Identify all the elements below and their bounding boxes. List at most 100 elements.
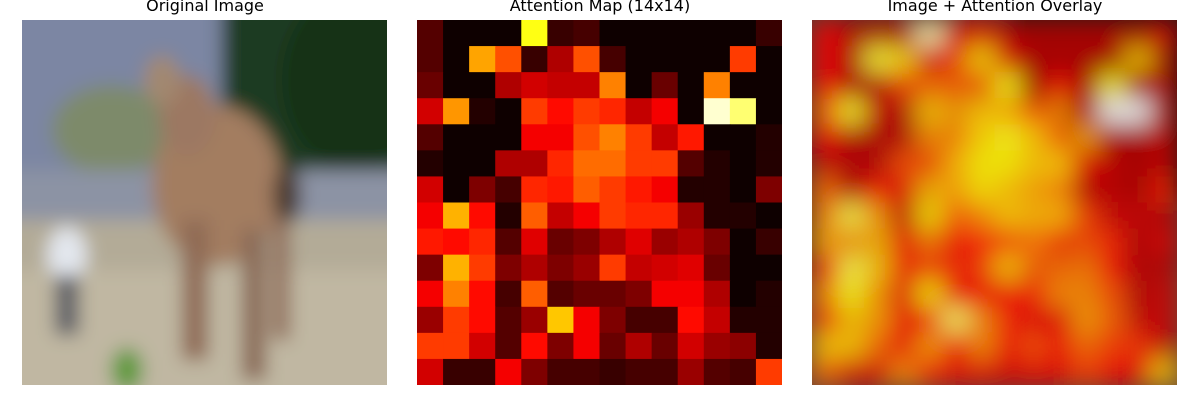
overlay-heat-cell <box>1046 46 1074 73</box>
heatmap-cell <box>729 176 757 203</box>
heatmap-cell <box>547 124 574 151</box>
overlay-heat-cell <box>1072 72 1100 99</box>
overlay-heat-cell <box>864 280 891 308</box>
overlay-heat-cell <box>968 228 995 256</box>
overlay-heat-cell <box>1124 332 1152 360</box>
heatmap-cell <box>469 358 496 385</box>
overlay-heat-cell <box>968 20 995 47</box>
heatmap-cell <box>651 20 679 47</box>
overlay-heat-cell <box>812 98 839 125</box>
overlay-heat-cell <box>1150 254 1177 282</box>
heatmap-cell <box>495 46 522 73</box>
overlay-heat-layer <box>812 20 1177 385</box>
overlay-heat-cell <box>942 150 969 177</box>
heatmap-cell <box>677 124 705 151</box>
heatmap-cell <box>443 72 470 99</box>
overlay-heat-cell <box>994 280 1022 308</box>
overlay-heat-cell <box>968 46 995 73</box>
heatmap-cell <box>443 280 470 308</box>
overlay-heat-cell <box>994 202 1022 230</box>
heatmap-cell <box>729 358 757 385</box>
overlay-heat-cell <box>1072 150 1100 177</box>
overlay-heat-cell <box>890 46 917 73</box>
panel-title-attention-map: Attention Map (14x14) <box>509 0 691 15</box>
heatmap-cell <box>729 98 757 125</box>
overlay-heat-cell <box>1098 98 1126 125</box>
overlay-heat-cell <box>838 124 865 151</box>
heatmap-cell <box>651 98 679 125</box>
overlay-heat-cell <box>916 46 943 73</box>
heatmap-cell <box>599 176 627 203</box>
overlay-heat-cell <box>968 150 995 177</box>
overlay-heat-cell <box>942 332 969 360</box>
overlay-heat-cell <box>994 124 1022 151</box>
heatmap-cell <box>703 306 731 334</box>
heatmap-cell <box>729 20 757 47</box>
overlay-heat-cell <box>864 332 891 360</box>
heatmap-cell <box>547 176 574 203</box>
overlay-heat-cell <box>968 358 995 385</box>
heatmap-cell <box>729 46 757 73</box>
heatmap-cell <box>573 20 600 47</box>
heatmap-cell <box>547 150 574 177</box>
overlay-heat-cell <box>1124 176 1152 203</box>
heatmap-cell <box>469 72 496 99</box>
overlay-heat-cell <box>864 306 891 334</box>
overlay-heat-cell <box>890 124 917 151</box>
overlay-heat-cell <box>1098 20 1126 47</box>
overlay-heat-cell <box>1150 306 1177 334</box>
overlay-heat-cell <box>1124 20 1152 47</box>
heatmap-cell <box>547 358 574 385</box>
heatmap-cell <box>755 254 782 282</box>
heatmap-cell <box>417 98 444 125</box>
heatmap-cell <box>599 332 627 360</box>
heatmap-cell <box>443 176 470 203</box>
overlay-heat-cell <box>838 150 865 177</box>
heatmap-cell <box>521 280 548 308</box>
heatmap-cell <box>495 358 522 385</box>
overlay-heat-cell <box>994 20 1022 47</box>
heatmap-cell <box>651 176 679 203</box>
overlay-heat-cell <box>916 280 943 308</box>
overlay-heat-cell <box>1046 254 1074 282</box>
overlay-heat-cell <box>942 72 969 99</box>
heatmap-cell <box>677 20 705 47</box>
heatmap-cell <box>703 20 731 47</box>
heatmap-cell <box>625 332 653 360</box>
overlay-heat-cell <box>1020 150 1048 177</box>
heatmap-cell <box>573 228 600 256</box>
heatmap-cell <box>443 124 470 151</box>
overlay-heat-cell <box>812 332 839 360</box>
heatmap-cell <box>469 202 496 230</box>
overlay-heat-cell <box>994 332 1022 360</box>
overlay-heat-cell <box>812 202 839 230</box>
heatmap-cell <box>443 228 470 256</box>
overlay-heat-cell <box>1020 98 1048 125</box>
heatmap-cell <box>677 254 705 282</box>
overlay-heat-cell <box>1150 358 1177 385</box>
overlay-heat-cell <box>916 228 943 256</box>
heatmap-cell <box>469 254 496 282</box>
overlay-heat-cell <box>1072 124 1100 151</box>
overlay-heat-cell <box>1150 280 1177 308</box>
overlay-heat-cell <box>916 150 943 177</box>
overlay-heat-cell <box>1020 46 1048 73</box>
overlay-heat-cell <box>890 20 917 47</box>
heatmap-cell <box>521 202 548 230</box>
overlay-heat-cell <box>1072 98 1100 125</box>
overlay-heat-cell <box>994 254 1022 282</box>
overlay-heat-cell <box>1072 306 1100 334</box>
heatmap-cell <box>625 228 653 256</box>
overlay-heat-cell <box>942 358 969 385</box>
heatmap-cell <box>573 150 600 177</box>
original-image <box>22 20 387 385</box>
overlay-heat-cell <box>1150 332 1177 360</box>
heatmap-cell <box>703 332 731 360</box>
overlay-heat-cell <box>916 72 943 99</box>
panel-title-original: Original Image <box>146 0 264 15</box>
heatmap-cell <box>651 358 679 385</box>
heatmap-cell <box>729 332 757 360</box>
overlay-heat-cell <box>942 280 969 308</box>
overlay-heat-cell <box>968 202 995 230</box>
heatmap-cell <box>599 280 627 308</box>
